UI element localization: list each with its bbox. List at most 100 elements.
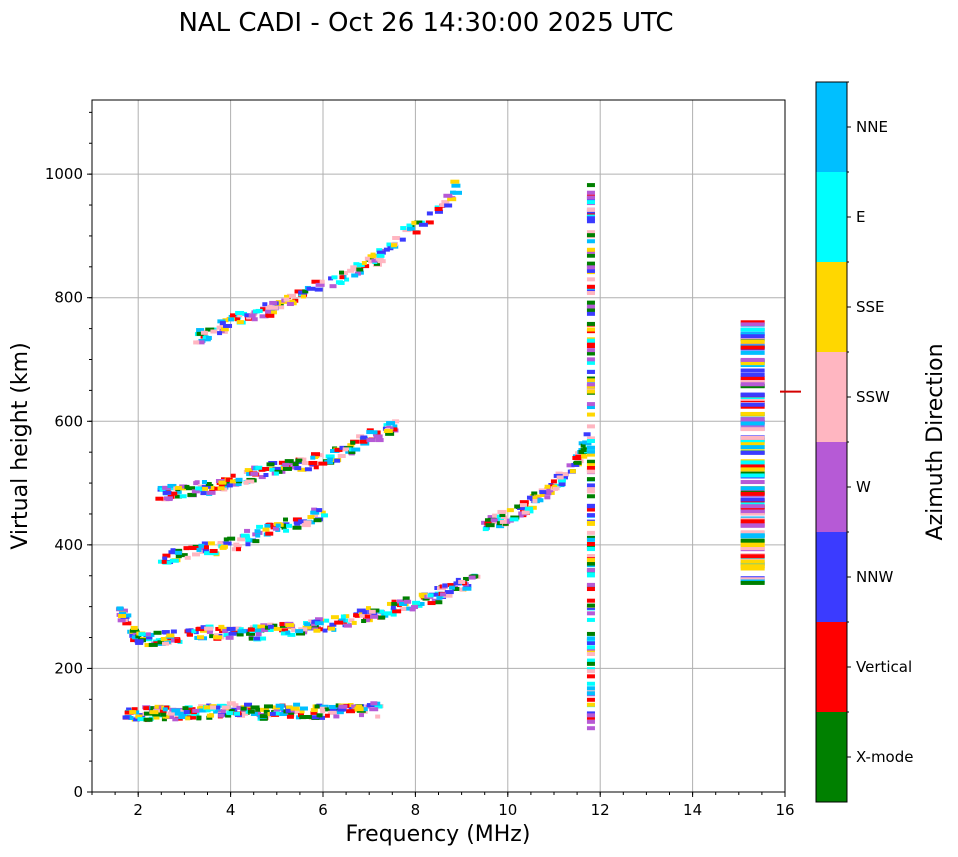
echo-point — [244, 468, 253, 473]
echo-point — [226, 483, 233, 488]
echo-point — [586, 340, 595, 345]
echo-point — [337, 453, 346, 458]
echo-point — [364, 614, 372, 619]
plot-frame — [91, 99, 786, 793]
echo-point — [740, 554, 765, 559]
echo-point — [386, 421, 396, 426]
echo-point — [740, 357, 765, 362]
echo-point — [586, 277, 595, 282]
echo-point — [329, 284, 337, 289]
echo-point — [284, 294, 290, 299]
echo-point — [586, 327, 595, 332]
echo-point — [586, 530, 595, 535]
echo-point — [586, 207, 595, 212]
y-tick-label: 200 — [54, 659, 83, 677]
echo-point — [218, 482, 225, 487]
echo-point — [273, 471, 279, 476]
echo-point — [184, 555, 191, 560]
echo-point — [740, 473, 765, 478]
echo-point — [258, 475, 266, 480]
echo-point — [269, 711, 276, 716]
echo-point — [212, 551, 219, 556]
echo-point — [364, 256, 370, 261]
echo-point — [586, 247, 595, 252]
echo-point — [223, 480, 231, 485]
echo-point — [244, 528, 251, 533]
echo-point — [240, 706, 247, 711]
echo-point — [313, 518, 322, 523]
echo-point — [267, 624, 274, 629]
echo-point — [206, 629, 213, 634]
echo-point — [252, 539, 260, 544]
echo-point — [296, 631, 306, 636]
echo-point — [202, 486, 209, 491]
echo-point — [559, 472, 569, 477]
echo-point — [166, 633, 175, 638]
echo-point — [191, 712, 200, 717]
echo-point — [235, 482, 242, 487]
echo-point — [740, 543, 765, 548]
echo-point — [346, 709, 356, 714]
echo-point — [586, 691, 595, 696]
echo-point — [179, 484, 188, 489]
echo-point — [283, 528, 290, 533]
echo-point — [265, 309, 272, 314]
echo-point — [740, 486, 765, 491]
echo-point — [586, 311, 595, 316]
colorbar-label-sse: SSE — [856, 298, 885, 316]
echo-point — [442, 583, 448, 588]
echo-point — [740, 556, 765, 561]
echo-point — [362, 610, 368, 615]
echo-point — [371, 258, 378, 263]
echo-point — [347, 268, 355, 273]
echo-point — [586, 300, 595, 305]
echo-point — [448, 585, 455, 590]
echo-point — [162, 553, 171, 558]
echo-point — [586, 265, 595, 270]
echo-point — [218, 713, 225, 718]
x-axis-label: Frequency (MHz) — [346, 822, 531, 847]
echo-point — [586, 230, 595, 235]
echo-point — [217, 331, 223, 336]
echo-point — [487, 515, 496, 520]
echo-point — [269, 467, 276, 472]
x-axis: 2 4 6 8 10 12 14 16 — [91, 792, 795, 819]
echo-point — [443, 593, 453, 598]
echo-point — [586, 200, 595, 205]
echo-point — [286, 523, 293, 528]
echo-point — [586, 504, 595, 509]
echo-point — [441, 200, 450, 205]
echo-point — [237, 537, 246, 542]
echo-point — [740, 368, 765, 373]
echo-point — [183, 710, 190, 715]
echo-point — [185, 628, 194, 633]
echo-point — [307, 515, 315, 520]
echo-point — [252, 309, 260, 314]
echo-point — [262, 302, 268, 307]
echo-point — [586, 507, 595, 512]
echo-point — [198, 705, 206, 710]
y-tick-label: 0 — [73, 783, 83, 801]
echo-point — [348, 706, 354, 711]
echo-point — [458, 579, 466, 584]
echo-point — [135, 634, 142, 639]
echo-point — [304, 467, 312, 472]
echo-point — [329, 622, 337, 627]
echo-point — [350, 265, 358, 270]
echo-point — [375, 438, 384, 443]
echo-point — [390, 243, 397, 248]
echo-point — [376, 248, 383, 253]
echo-point — [586, 641, 595, 646]
echo-point — [373, 434, 383, 439]
echo-point — [586, 483, 595, 488]
echo-point — [213, 635, 223, 640]
echo-point — [292, 525, 302, 530]
echo-point — [283, 517, 289, 522]
echo-point — [191, 489, 200, 494]
echo-point — [226, 711, 235, 716]
echo-point — [247, 627, 255, 632]
echo-point — [586, 378, 595, 383]
echo-point — [426, 211, 433, 216]
colorbar-label-e: E — [856, 208, 865, 226]
echo-point — [586, 308, 595, 313]
